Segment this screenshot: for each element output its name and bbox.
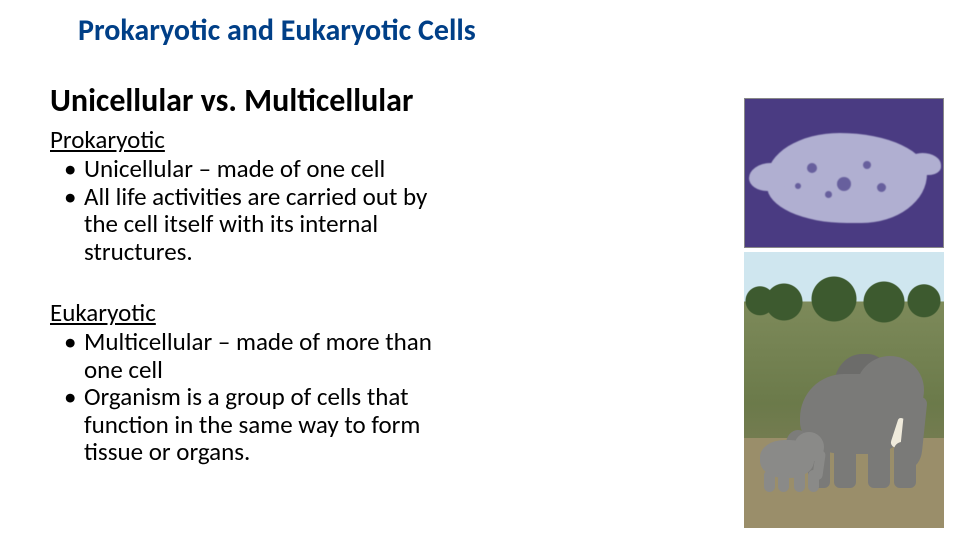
image-elephants	[744, 252, 944, 528]
bullet-list-eukaryotic: Multicellular – made of more than one ce…	[0, 328, 445, 466]
slide: Prokaryotic and Eukaryotic Cells Unicell…	[0, 0, 960, 540]
bullet-item: All life activities are carried out by t…	[84, 183, 445, 266]
amoeba-cell-shape	[767, 133, 927, 223]
bullet-list-prokaryotic: Unicellular – made of one cell All life …	[0, 155, 445, 265]
elephant-calf-shape	[750, 422, 830, 502]
slide-title: Prokaryotic and Eukaryotic Cells	[0, 12, 960, 49]
image-amoeba	[744, 98, 944, 248]
bullet-item: Organism is a group of cells that functi…	[84, 383, 445, 466]
bullet-item: Unicellular – made of one cell	[84, 155, 445, 183]
bullet-item: Multicellular – made of more than one ce…	[84, 328, 445, 383]
